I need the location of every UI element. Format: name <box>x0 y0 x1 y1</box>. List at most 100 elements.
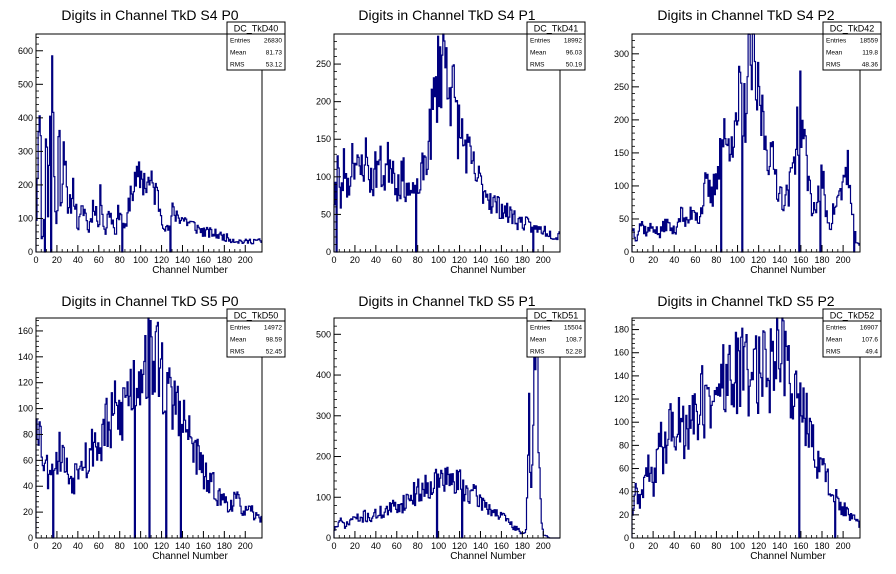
histogram-panel: Digits in Channel TkD S4 P0 0 20 40 60 80 100 1… <box>18 7 286 276</box>
x-tick-label: 60 <box>94 255 104 265</box>
y-tick-label: 40 <box>619 487 629 497</box>
y-tick-label: 300 <box>18 146 33 156</box>
plot-frame <box>631 317 861 539</box>
y-tick-label: 100 <box>316 172 331 182</box>
x-tick-label: 120 <box>751 255 766 265</box>
x-tick-label: 160 <box>494 541 509 551</box>
x-tick-label: 20 <box>52 541 62 551</box>
stats-mean-value: 96.03 <box>566 50 583 57</box>
x-tick-label: 40 <box>73 541 83 551</box>
stats-rms-label: RMS <box>230 349 245 356</box>
plot-frame <box>35 317 263 539</box>
histogram-panel: Digits in Channel TkD S5 P1 0 20 40 60 80 100 1… <box>316 293 586 562</box>
y-tick-label: 0 <box>28 247 33 257</box>
x-tick-label: 180 <box>217 541 232 551</box>
stats-box: DC_TkD50 Entries 14972 Mean 98.59 RMS 52.45 <box>226 308 286 358</box>
x-tick-label: 100 <box>431 541 446 551</box>
stats-entries-value: 16907 <box>860 325 878 332</box>
y-tick-label: 60 <box>23 455 33 465</box>
stats-entries-label: Entries <box>826 38 847 45</box>
x-tick-label: 60 <box>690 255 700 265</box>
x-tick-label: 20 <box>648 255 658 265</box>
plot-frame <box>631 33 861 253</box>
stats-rms-value: 48.36 <box>862 62 879 69</box>
stats-box-frame <box>226 21 286 71</box>
x-tick-label: 0 <box>331 255 336 265</box>
x-tick-label: 80 <box>115 255 125 265</box>
y-tick-label: 100 <box>614 417 629 427</box>
stats-rms-label: RMS <box>826 62 841 69</box>
y-tick-label: 100 <box>18 404 33 414</box>
x-tick-label: 100 <box>133 255 148 265</box>
x-tick-label: 120 <box>751 541 766 551</box>
stats-box-frame <box>822 21 882 71</box>
y-tick-label: 50 <box>321 209 331 219</box>
stats-box: DC_TkD52 Entries 16907 Mean 107.6 RMS 49.4 <box>822 308 882 358</box>
x-tick-label: 80 <box>711 541 721 551</box>
x-tick-label: 140 <box>175 255 190 265</box>
x-tick-label: 160 <box>196 255 211 265</box>
x-tick-label: 140 <box>473 255 488 265</box>
stats-mean-value: 108.7 <box>566 337 583 344</box>
chart-title: Digits in Channel TkD S5 P2 <box>657 293 834 309</box>
y-tick-label: 60 <box>619 464 629 474</box>
y-tick-label: 20 <box>23 507 33 517</box>
y-tick-label: 160 <box>614 348 629 358</box>
y-tick-label: 200 <box>316 452 331 462</box>
x-tick-label: 60 <box>392 541 402 551</box>
stats-entries-value: 18559 <box>860 38 878 45</box>
stats-mean-label: Mean <box>826 337 843 344</box>
stats-histogram-name: DC_TkD52 <box>830 311 875 321</box>
histogram-panel: Digits in Channel TkD S4 P2 0 20 40 60 80 100 1… <box>614 7 882 276</box>
chart-title: Digits in Channel TkD S5 P0 <box>61 293 238 309</box>
chart-title: Digits in Channel TkD S4 P2 <box>657 7 834 23</box>
stats-mean-label: Mean <box>826 50 843 57</box>
histogram-panel: Digits in Channel TkD S4 P1 0 20 40 60 80 100 1… <box>316 7 586 276</box>
x-tick-label: 40 <box>73 255 83 265</box>
x-tick-label: 160 <box>494 255 509 265</box>
x-tick-label: 200 <box>238 255 253 265</box>
y-tick-label: 180 <box>614 325 629 335</box>
x-tick-label: 100 <box>730 255 745 265</box>
stats-mean-label: Mean <box>230 337 247 344</box>
stats-entries-label: Entries <box>826 325 847 332</box>
y-tick-label: 0 <box>28 533 33 543</box>
x-tick-label: 120 <box>154 541 169 551</box>
y-tick-label: 500 <box>316 329 331 339</box>
stats-entries-value: 26830 <box>264 38 282 45</box>
x-tick-label: 120 <box>452 541 467 551</box>
y-tick-label: 200 <box>316 97 331 107</box>
stats-box-frame <box>822 308 882 358</box>
stats-box: DC_TkD42 Entries 18559 Mean 119.8 RMS 48.36 <box>822 21 882 71</box>
x-tick-label: 100 <box>133 541 148 551</box>
stats-histogram-name: DC_TkD41 <box>534 24 579 34</box>
x-tick-label: 60 <box>690 541 700 551</box>
y-tick-label: 0 <box>624 533 629 543</box>
x-tick-label: 0 <box>33 541 38 551</box>
y-tick-label: 40 <box>23 481 33 491</box>
y-tick-label: 80 <box>619 440 629 450</box>
x-tick-label: 100 <box>431 255 446 265</box>
stats-rms-label: RMS <box>230 62 245 69</box>
stats-histogram-name: DC_TkD51 <box>534 311 579 321</box>
stats-rms-value: 53.12 <box>266 62 283 69</box>
x-tick-label: 0 <box>331 541 336 551</box>
x-tick-label: 80 <box>711 255 721 265</box>
y-tick-label: 0 <box>624 247 629 257</box>
y-tick-label: 120 <box>614 394 629 404</box>
x-tick-label: 200 <box>536 255 551 265</box>
histogram-line <box>631 317 860 539</box>
x-tick-label: 0 <box>629 541 634 551</box>
stats-box-frame <box>526 21 586 71</box>
histogram-line <box>35 55 262 253</box>
y-tick-label: 80 <box>23 429 33 439</box>
plot-frame <box>333 33 561 253</box>
histogram-line <box>333 339 560 539</box>
x-tick-label: 200 <box>836 255 851 265</box>
x-tick-label: 40 <box>371 541 381 551</box>
y-tick-label: 300 <box>316 411 331 421</box>
x-tick-label: 200 <box>238 541 253 551</box>
x-tick-label: 100 <box>730 541 745 551</box>
x-tick-label: 20 <box>350 541 360 551</box>
stats-entries-label: Entries <box>230 38 251 45</box>
